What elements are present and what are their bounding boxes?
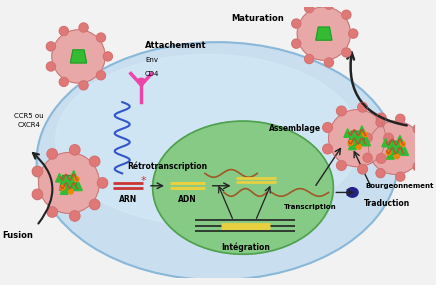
Ellipse shape (368, 121, 422, 174)
Ellipse shape (376, 169, 385, 178)
Ellipse shape (47, 207, 58, 217)
Text: Bourgeonnement: Bourgeonnement (366, 183, 434, 189)
Ellipse shape (420, 143, 429, 152)
Ellipse shape (358, 102, 368, 112)
Ellipse shape (305, 54, 314, 64)
Ellipse shape (342, 10, 351, 19)
Text: Assemblage: Assemblage (269, 124, 321, 133)
Ellipse shape (103, 52, 112, 61)
Ellipse shape (396, 114, 405, 123)
Text: CCR5 ou: CCR5 ou (14, 113, 44, 119)
Ellipse shape (47, 149, 58, 159)
Ellipse shape (347, 188, 358, 197)
Text: Intégration: Intégration (221, 243, 270, 252)
Ellipse shape (56, 54, 360, 226)
Text: Rétrotranscription: Rétrotranscription (127, 161, 207, 170)
Ellipse shape (137, 78, 145, 84)
Ellipse shape (292, 39, 301, 48)
Ellipse shape (74, 177, 79, 182)
Ellipse shape (32, 189, 43, 200)
Ellipse shape (68, 189, 73, 194)
Polygon shape (396, 135, 404, 144)
Ellipse shape (363, 133, 372, 142)
Ellipse shape (337, 161, 346, 170)
Ellipse shape (376, 113, 386, 123)
Ellipse shape (363, 153, 372, 162)
Polygon shape (382, 138, 389, 147)
Text: *: * (140, 176, 146, 186)
Ellipse shape (395, 154, 399, 159)
Ellipse shape (46, 42, 55, 51)
Polygon shape (387, 141, 403, 154)
Ellipse shape (153, 121, 334, 254)
Ellipse shape (38, 152, 99, 213)
Text: Maturation: Maturation (231, 14, 284, 23)
Ellipse shape (329, 110, 386, 167)
Ellipse shape (386, 150, 391, 155)
Polygon shape (348, 131, 366, 145)
Polygon shape (401, 147, 409, 155)
Ellipse shape (96, 71, 106, 80)
Ellipse shape (70, 145, 80, 155)
FancyArrowPatch shape (347, 52, 407, 125)
Ellipse shape (376, 154, 386, 163)
Ellipse shape (79, 81, 88, 90)
Ellipse shape (89, 156, 100, 166)
Polygon shape (60, 176, 78, 190)
Ellipse shape (323, 144, 332, 154)
Ellipse shape (89, 199, 100, 210)
Ellipse shape (400, 142, 405, 146)
Ellipse shape (348, 141, 353, 145)
Polygon shape (70, 170, 78, 179)
Ellipse shape (357, 144, 361, 149)
Text: Transcription: Transcription (284, 204, 337, 210)
Ellipse shape (324, 0, 334, 9)
Text: ARN: ARN (119, 195, 137, 204)
Ellipse shape (60, 185, 65, 190)
Polygon shape (75, 182, 82, 191)
Ellipse shape (46, 62, 55, 71)
FancyArrowPatch shape (33, 153, 52, 223)
Ellipse shape (59, 77, 68, 86)
Ellipse shape (70, 211, 80, 221)
Text: Traduction: Traduction (364, 199, 410, 208)
Ellipse shape (413, 124, 422, 133)
Text: CXCR4: CXCR4 (17, 122, 41, 128)
Ellipse shape (376, 118, 385, 127)
Ellipse shape (52, 30, 105, 83)
Ellipse shape (324, 58, 334, 67)
Ellipse shape (337, 106, 346, 116)
Polygon shape (344, 129, 351, 137)
Ellipse shape (362, 132, 367, 137)
Ellipse shape (305, 4, 314, 13)
Text: CD4: CD4 (145, 71, 160, 77)
Ellipse shape (323, 123, 332, 132)
Ellipse shape (32, 166, 43, 177)
Ellipse shape (37, 42, 398, 280)
Ellipse shape (292, 19, 301, 28)
Ellipse shape (59, 27, 68, 36)
Text: Env: Env (145, 57, 158, 63)
Text: ADN: ADN (177, 195, 196, 204)
Ellipse shape (79, 23, 88, 32)
Polygon shape (61, 186, 68, 194)
Ellipse shape (349, 29, 358, 38)
Polygon shape (349, 141, 356, 150)
Text: Fusion: Fusion (2, 231, 33, 240)
Text: Attachement: Attachement (145, 40, 207, 50)
Polygon shape (56, 173, 63, 182)
Ellipse shape (413, 162, 422, 171)
Ellipse shape (96, 33, 106, 42)
Ellipse shape (97, 178, 108, 188)
Polygon shape (71, 50, 86, 63)
Polygon shape (387, 150, 394, 159)
Ellipse shape (297, 7, 351, 60)
Ellipse shape (342, 48, 351, 57)
Polygon shape (363, 137, 371, 146)
Ellipse shape (384, 133, 393, 143)
Ellipse shape (396, 172, 405, 181)
Ellipse shape (358, 164, 368, 174)
Polygon shape (358, 126, 366, 135)
Polygon shape (316, 27, 332, 40)
